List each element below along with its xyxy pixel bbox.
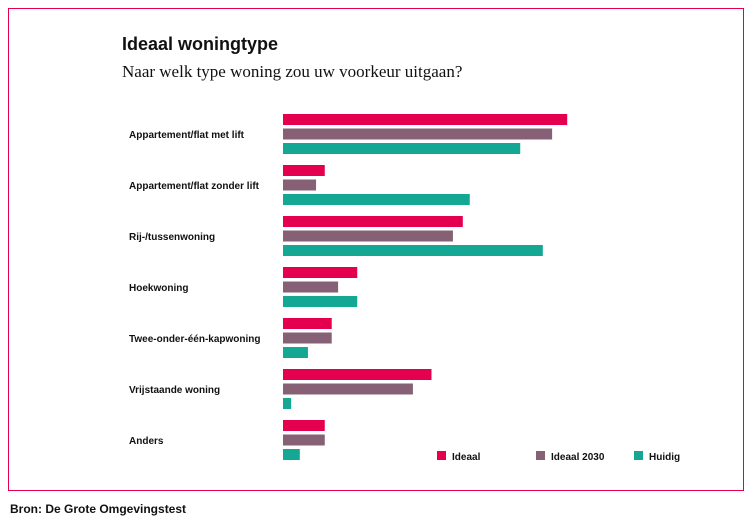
bar-ideaal-appartement-flat-zonder-lift xyxy=(283,165,325,176)
bar-ideaal-twee-onder-een-kapwoning xyxy=(283,318,332,329)
bar-huidig-vrijstaande-woning xyxy=(283,398,292,409)
bar-ideaal-rij-tussenwoning xyxy=(283,216,463,227)
bar-ideaal-2030-appartement-flat-met-lift xyxy=(283,128,553,140)
bar-ideaal-appartement-flat-met-lift xyxy=(283,114,568,125)
legend-swatch-ideaal xyxy=(437,451,446,460)
bar-ideaal-2030-vrijstaande-woning xyxy=(283,383,413,395)
legend-label-ideaal-2030: Ideaal 2030 xyxy=(551,452,605,463)
legend-label-huidig: Huidig xyxy=(649,452,680,463)
bar-ideaal-hoekwoning xyxy=(283,267,358,278)
source-note: Bron: De Grote Omgevingstest xyxy=(10,502,187,516)
legend-swatch-ideaal-2030 xyxy=(536,451,545,460)
bar-huidig-appartement-flat-met-lift xyxy=(283,143,521,154)
category-label-appartement-flat-zonder-lift: Appartement/flat zonder lift xyxy=(129,181,260,192)
bar-ideaal-2030-rij-tussenwoning xyxy=(283,230,453,242)
bar-ideaal-2030-appartement-flat-zonder-lift xyxy=(283,179,317,191)
bar-huidig-anders xyxy=(283,449,300,460)
chart-subtitle: Naar welk type woning zou uw voorkeur ui… xyxy=(122,62,463,81)
bar-huidig-twee-onder-een-kapwoning xyxy=(283,347,308,358)
category-label-anders: Anders xyxy=(129,436,164,447)
category-label-twee-onder-een-kapwoning: Twee-onder-één-kapwoning xyxy=(129,334,261,345)
category-label-vrijstaande-woning: Vrijstaande woning xyxy=(129,385,220,396)
bar-ideaal-anders xyxy=(283,420,325,431)
bar-ideaal-vrijstaande-woning xyxy=(283,369,432,380)
category-label-rij-tussenwoning: Rij-/tussenwoning xyxy=(129,232,215,243)
bar-ideaal-2030-twee-onder-een-kapwoning xyxy=(283,332,332,344)
bar-ideaal-2030-anders xyxy=(283,434,325,446)
bar-huidig-hoekwoning xyxy=(283,296,358,307)
bar-huidig-rij-tussenwoning xyxy=(283,245,543,256)
bar-huidig-appartement-flat-zonder-lift xyxy=(283,194,470,205)
legend-label-ideaal: Ideaal xyxy=(452,452,481,463)
category-label-appartement-flat-met-lift: Appartement/flat met lift xyxy=(129,130,245,141)
chart-frame xyxy=(8,8,744,491)
category-label-hoekwoning: Hoekwoning xyxy=(129,283,188,294)
bar-ideaal-2030-hoekwoning xyxy=(283,281,339,293)
legend-swatch-huidig xyxy=(634,451,643,460)
chart-title: Ideaal woningtype xyxy=(122,34,279,54)
